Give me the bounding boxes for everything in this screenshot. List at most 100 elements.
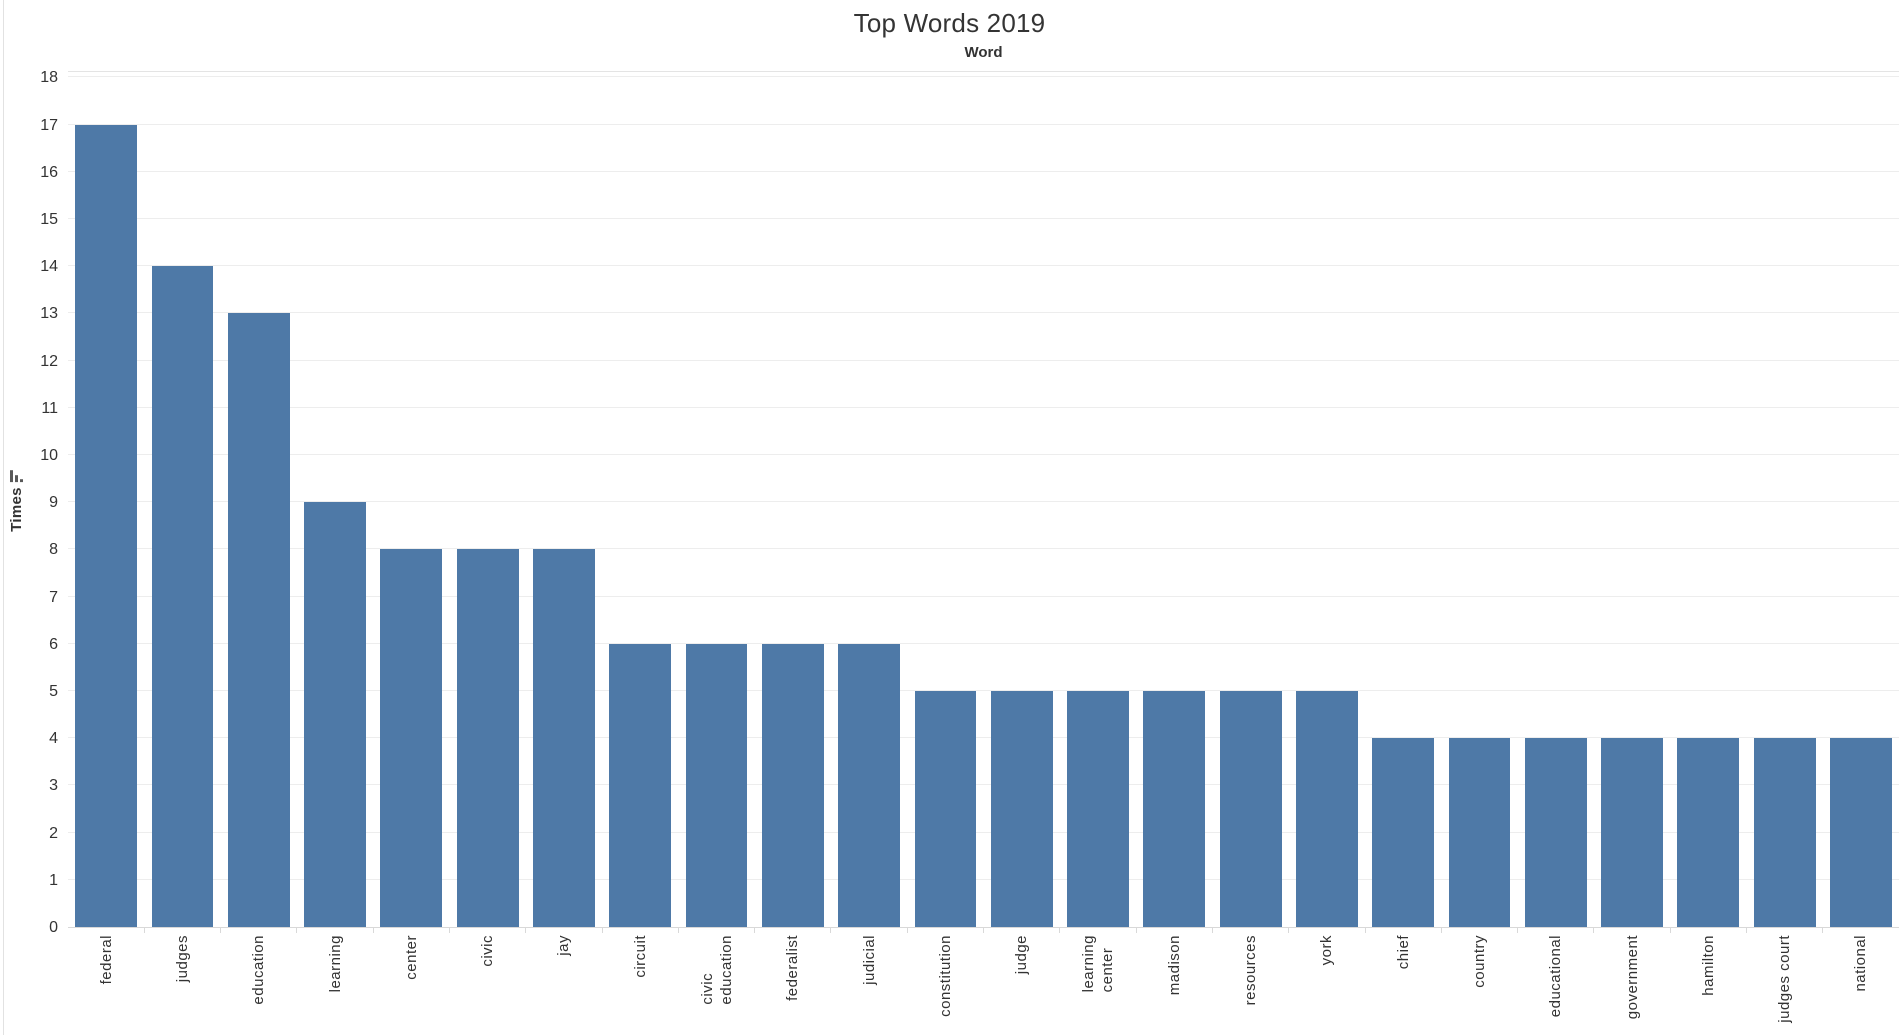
bar[interactable] xyxy=(1143,691,1206,927)
gridline xyxy=(68,595,1899,597)
bar-slot xyxy=(144,72,220,927)
x-label-cell: judges court xyxy=(1746,928,1823,1035)
bar[interactable] xyxy=(304,502,366,927)
x-axis-label: judge xyxy=(1013,935,1031,975)
bar-slot xyxy=(1670,72,1746,927)
x-axis-labels: federal judges education learning center civi… xyxy=(68,928,1899,1035)
x-axis-label: learning center xyxy=(1080,935,1116,993)
y-tick-label: 4 xyxy=(49,730,58,748)
x-axis-label: judges xyxy=(173,935,191,983)
gridline xyxy=(68,312,1899,314)
bar[interactable] xyxy=(151,266,214,927)
gridline xyxy=(68,690,1899,691)
bar[interactable] xyxy=(1448,738,1511,927)
column-tick xyxy=(448,928,450,933)
x-axis-label: educational xyxy=(1547,935,1565,1018)
gridline xyxy=(68,454,1899,455)
bar-slot xyxy=(1212,72,1288,927)
x-axis-label: york xyxy=(1318,935,1336,966)
window-left-border xyxy=(3,0,4,1035)
y-tick-label: 2 xyxy=(49,824,58,842)
y-axis-area: Times 0 1 2 3 4 5 6 7 8 9 10 11 12 13 14 15 16 17 18 xyxy=(0,69,68,936)
x-axis-label: madison xyxy=(1165,935,1183,996)
bar[interactable] xyxy=(1830,738,1892,927)
x-axis-label: learning xyxy=(326,935,344,993)
bar[interactable] xyxy=(1677,738,1740,927)
x-label-cell: learning center xyxy=(1059,928,1136,1035)
y-tick-label: 3 xyxy=(49,777,58,795)
gridline xyxy=(68,831,1899,833)
x-axis-label: federalist xyxy=(784,935,802,1001)
bar[interactable] xyxy=(380,549,443,927)
bar[interactable] xyxy=(990,691,1053,927)
column-tick xyxy=(601,928,603,933)
column-tick xyxy=(1669,928,1671,933)
y-tick-label: 5 xyxy=(49,683,58,700)
bar[interactable] xyxy=(609,643,672,927)
bar[interactable] xyxy=(685,643,748,927)
gridline xyxy=(68,170,1899,172)
x-axis-label: country xyxy=(1470,935,1488,988)
x-label-cell: judge xyxy=(983,928,1060,1035)
gridline xyxy=(68,123,1899,125)
column-tick xyxy=(372,928,374,933)
bar[interactable] xyxy=(838,643,901,927)
x-axis-label: resources xyxy=(1242,935,1260,1006)
column-tick xyxy=(1746,928,1748,933)
bar[interactable] xyxy=(761,643,824,927)
bar-slot xyxy=(602,72,678,927)
column-tick xyxy=(1517,928,1519,933)
gridline xyxy=(68,406,1899,408)
y-tick-label: 1 xyxy=(49,871,58,889)
bar-slot xyxy=(755,72,831,927)
bar-slot xyxy=(907,72,983,927)
x-label-cell: resources xyxy=(1211,928,1288,1035)
column-tick xyxy=(525,928,527,933)
x-axis-label: judges court xyxy=(1776,935,1794,1023)
x-label-cell: education xyxy=(220,928,297,1035)
chart-layout: Word Times 0 1 2 3 4 5 6 7 8 9 10 11 12 13 14 15 16 17 18 … xyxy=(0,40,1899,1035)
sort-descending-icon[interactable] xyxy=(9,468,24,483)
bar[interactable] xyxy=(1219,691,1282,927)
y-tick-label: 18 xyxy=(40,69,58,87)
x-axis-label: constitution xyxy=(936,935,954,1017)
x-label-cell: judicial xyxy=(830,928,907,1035)
x-label-cell: judges xyxy=(143,928,220,1035)
bar[interactable] xyxy=(1296,691,1358,927)
bar[interactable] xyxy=(1753,738,1816,927)
axis-corner-spacer xyxy=(0,40,68,72)
y-tick-label: 6 xyxy=(49,635,58,653)
x-label-cell: constitution xyxy=(906,928,983,1035)
x-label-cell: circuit xyxy=(601,928,678,1035)
bar[interactable] xyxy=(533,549,595,927)
bar[interactable] xyxy=(75,124,138,927)
column-tick xyxy=(1822,928,1824,933)
bars-container xyxy=(68,72,1899,927)
column-tick xyxy=(754,928,756,933)
bar[interactable] xyxy=(1524,738,1587,927)
bar[interactable] xyxy=(1372,738,1435,927)
x-label-cell: civic education xyxy=(677,928,754,1035)
x-axis-label: education xyxy=(250,935,268,1005)
bar[interactable] xyxy=(1601,738,1663,927)
bar[interactable] xyxy=(456,549,519,927)
bar-slot xyxy=(526,72,602,927)
x-axis-label: center xyxy=(402,935,420,980)
bar-slot xyxy=(1441,72,1517,927)
gridline xyxy=(68,76,1899,78)
bar[interactable] xyxy=(1067,691,1129,927)
bar[interactable] xyxy=(914,691,977,927)
column-tick xyxy=(983,928,985,933)
column-tick xyxy=(1288,928,1290,933)
y-axis-title-group: Times xyxy=(8,468,25,532)
bar[interactable] xyxy=(227,313,290,927)
bar-slot xyxy=(297,72,373,927)
chart-title: Top Words 2019 xyxy=(853,8,1046,38)
gridline xyxy=(68,265,1899,267)
gridline xyxy=(68,501,1899,503)
y-tick-label: 10 xyxy=(40,447,58,464)
x-label-cell: federalist xyxy=(754,928,831,1035)
x-label-cell: york xyxy=(1288,928,1365,1035)
bar-slot xyxy=(1365,72,1441,927)
